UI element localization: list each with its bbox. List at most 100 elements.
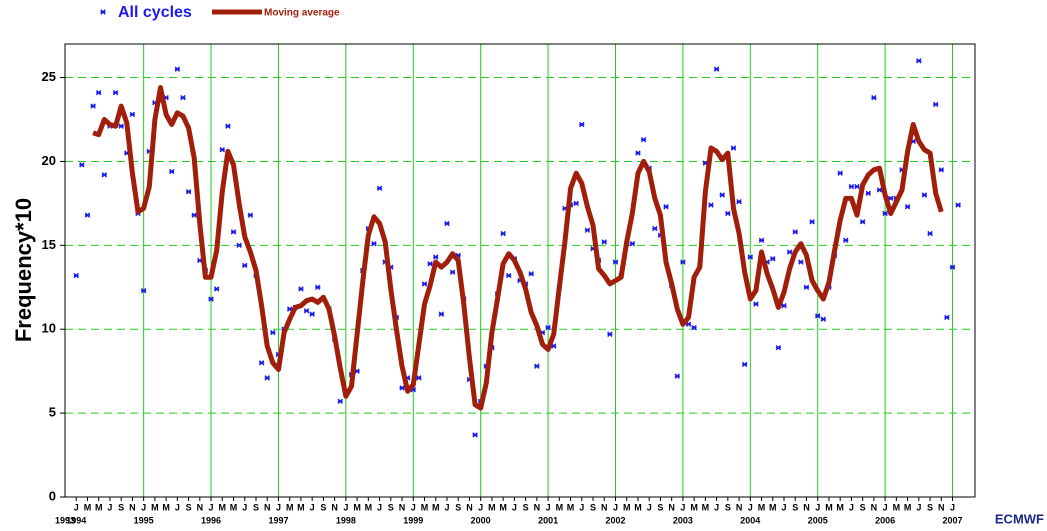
point-glyph	[803, 284, 810, 290]
logo: ECMWF	[995, 511, 1044, 526]
point-glyph	[843, 237, 849, 243]
data-point	[84, 212, 91, 218]
x-tick-label: S	[388, 502, 394, 512]
x-tick-label: S	[186, 502, 192, 512]
data-point	[843, 237, 849, 243]
x-tick-label: M	[893, 502, 901, 512]
point-glyph	[444, 220, 450, 227]
x-tick-label: N	[668, 502, 675, 512]
x-tick-label: N	[399, 502, 406, 512]
data-point	[371, 240, 377, 247]
plot-frame	[64, 43, 976, 498]
x-year-label: 2000	[471, 515, 491, 525]
data-point	[584, 227, 591, 233]
point-glyph	[708, 202, 714, 208]
x-tick-label: M	[825, 502, 833, 512]
point-glyph	[932, 101, 939, 108]
point-glyph	[753, 301, 759, 307]
point-glyph	[208, 296, 214, 302]
point-glyph	[741, 361, 748, 368]
data-point	[421, 281, 428, 287]
data-point	[208, 296, 214, 302]
data-point	[770, 256, 776, 262]
point-glyph	[921, 192, 928, 198]
point-glyph	[809, 219, 815, 225]
point-glyph	[713, 66, 720, 72]
x-year-label: 1994	[66, 515, 86, 525]
point-glyph	[944, 314, 950, 321]
x-tick-label: J	[849, 502, 854, 512]
point-glyph	[725, 210, 731, 217]
data-point	[506, 272, 512, 279]
point-glyph	[230, 229, 237, 235]
x-tick-label: J	[950, 502, 955, 512]
data-point	[337, 398, 343, 405]
data-point	[534, 363, 540, 369]
x-tick-label: M	[84, 502, 92, 512]
legend-marker	[100, 9, 106, 15]
data-point	[629, 240, 636, 247]
point-glyph	[449, 269, 456, 275]
data-point	[427, 261, 433, 267]
x-tick-label: M	[230, 502, 238, 512]
x-tick-label: M	[219, 502, 227, 512]
point-glyph	[101, 172, 108, 178]
x-tick-label: J	[815, 502, 820, 512]
point-glyph	[213, 286, 220, 292]
data-point	[185, 188, 192, 195]
point-glyph	[927, 230, 933, 237]
y-tick-label: 15	[42, 237, 56, 252]
data-point	[753, 301, 759, 307]
point-glyph	[185, 188, 192, 195]
point-glyph	[798, 259, 804, 265]
point-glyph	[174, 66, 181, 72]
point-glyph	[73, 272, 79, 279]
y-tick-label: 10	[42, 321, 56, 336]
data-point	[736, 199, 742, 205]
point-glyph	[635, 150, 641, 156]
data-point	[219, 147, 225, 153]
x-tick-label: M	[556, 502, 564, 512]
point-glyph	[180, 94, 186, 101]
point-glyph	[601, 239, 607, 245]
x-tick-label: S	[792, 502, 798, 512]
data-point	[601, 239, 607, 245]
point-glyph	[427, 261, 433, 267]
data-point	[90, 103, 96, 109]
data-point	[921, 192, 928, 198]
point-glyph	[859, 219, 866, 225]
x-tick-label: M	[432, 502, 440, 512]
x-tick-label: J	[209, 502, 214, 512]
data-point	[303, 308, 310, 314]
x-tick-label: J	[141, 502, 146, 512]
point-glyph	[949, 264, 956, 270]
point-glyph	[781, 303, 787, 309]
point-glyph	[747, 254, 754, 260]
data-point	[247, 212, 254, 218]
point-glyph	[337, 398, 343, 405]
x-tick-label: J	[175, 502, 180, 512]
series-line	[92, 85, 944, 411]
point-glyph	[758, 237, 765, 243]
data-point	[865, 190, 871, 197]
x-tick-label: S	[118, 502, 124, 512]
data-point	[376, 185, 383, 191]
data-point	[500, 230, 506, 237]
data-point	[230, 229, 237, 235]
data-point	[169, 168, 175, 175]
data-point	[741, 361, 748, 368]
x-year-label: 2005	[808, 515, 828, 525]
point-glyph	[584, 227, 591, 233]
x-tick-label: S	[455, 502, 461, 512]
point-glyph	[528, 271, 534, 277]
data-point	[472, 432, 478, 438]
x-tick-label: S	[927, 502, 933, 512]
point-glyph	[904, 204, 911, 210]
data-point	[944, 314, 950, 321]
point-glyph	[112, 89, 119, 96]
point-glyph	[225, 123, 231, 129]
x-tick-label: M	[499, 502, 507, 512]
point-glyph	[815, 313, 821, 319]
legend-label: Moving average	[264, 8, 340, 19]
